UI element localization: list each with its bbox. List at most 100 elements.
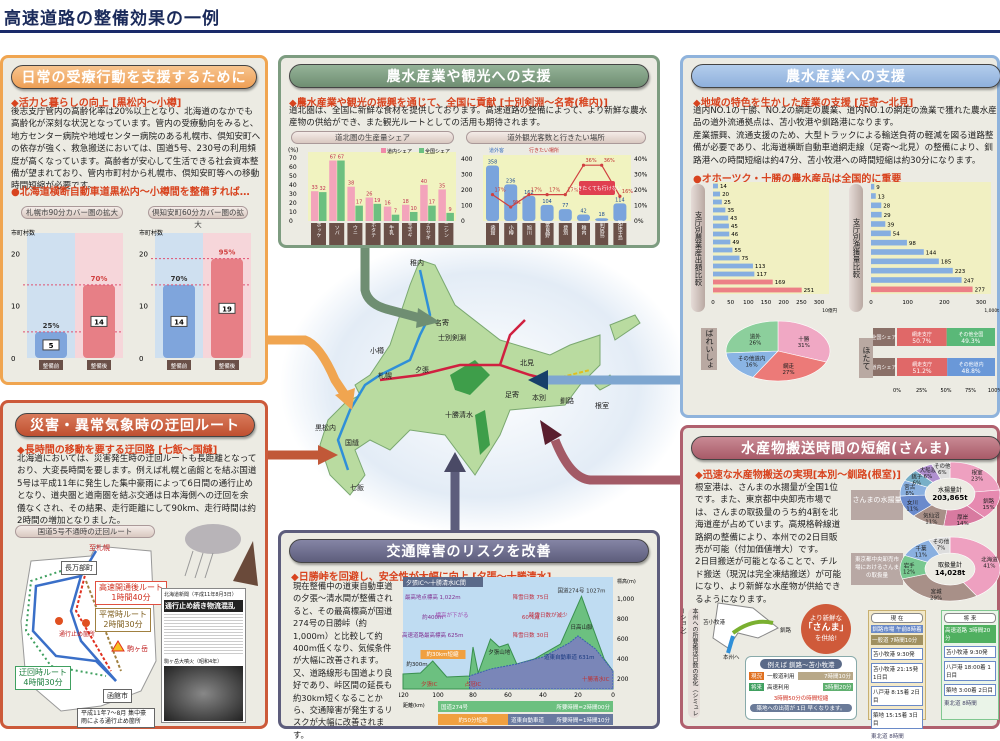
- slice-label: 宮古: [904, 483, 916, 491]
- legend-label: 道内シェア: [387, 148, 412, 155]
- slice-label: 気仙沼: [923, 511, 940, 519]
- x-tick: 整備後: [219, 362, 236, 370]
- panel-traffic: 交通障害のリスクを改善 ◆日勝峠を回避し、安全性が大幅に向上 [夕張～十勝清水]…: [278, 530, 660, 740]
- slice-label: 釧路: [983, 497, 995, 505]
- pie-slice: [928, 536, 951, 555]
- subheading: ◆迅速な水産物搬送の実現[本別～釧路(根室)]: [695, 470, 901, 481]
- timeline-step: 築地 3:00着 2日目: [944, 684, 996, 696]
- bar-value: 13: [878, 194, 885, 200]
- mountain-label: 日高山脈: [570, 623, 593, 631]
- panel-detour: 災害・異常気象時の迂回ルート ◆長時間の移動を要する迂回路 [七飯～国縫] 北海…: [0, 400, 268, 729]
- y-tick: 70: [289, 155, 297, 162]
- bar-value: 223: [955, 269, 966, 275]
- x-tick: 100%: [988, 388, 1000, 394]
- route-name: 国道274号: [441, 703, 468, 711]
- title-rule: [0, 30, 1000, 33]
- bar: [420, 184, 428, 221]
- category-chip: [577, 223, 590, 245]
- segment-value: 51.2%: [913, 368, 932, 375]
- bar-value: 277: [975, 288, 986, 294]
- map-label: 北見: [520, 359, 534, 367]
- map-label: 七飯: [350, 483, 364, 492]
- x-tick: 整備前: [171, 362, 188, 370]
- slice-value: 26%: [749, 341, 761, 347]
- timeline-step: 八戸港 18:00着 1日目: [944, 661, 996, 681]
- line-point: [563, 193, 567, 197]
- timeline-route: 一般道 7時間10分: [871, 635, 923, 645]
- segment-value: 49.3%: [961, 338, 980, 345]
- bubble-line: より新鮮な: [809, 614, 843, 622]
- legend-label: 行きたい場所: [529, 147, 559, 154]
- y-tick: 100: [461, 203, 473, 210]
- segment-label: 網走支庁: [912, 361, 932, 368]
- peak-label: 国道274号 1027m: [557, 586, 605, 594]
- category-chip: [39, 360, 63, 370]
- pie-slice: [752, 350, 827, 382]
- bar-value: 14: [720, 184, 727, 190]
- bar-value: 77: [562, 203, 568, 209]
- landing-donut: 根室23%釧路15%厚岸14%気仙沼11%女川11%宮古8%銚子6%大船渡6%そ…: [899, 461, 1000, 527]
- bar-value: 19: [374, 198, 380, 204]
- chart-title: 道外観光客数と行きたい場所: [466, 131, 646, 144]
- x-tick: 0: [869, 300, 873, 306]
- y2-tick: 10%: [634, 203, 648, 210]
- slice-value: 12%: [903, 569, 915, 575]
- slice-value: 8%: [905, 491, 914, 497]
- place-label: 至札幌: [89, 544, 110, 552]
- panel-header: 日常の受療行動を支援するために: [11, 65, 257, 89]
- slice-value: 7%: [937, 545, 946, 551]
- line-point: [600, 163, 604, 167]
- category-chip: [486, 223, 499, 245]
- bar-value: 17: [429, 200, 435, 206]
- x-tick: 50: [727, 300, 734, 306]
- bar: [558, 209, 572, 221]
- slice-value: 41%: [983, 564, 995, 570]
- plot-bg: [713, 182, 829, 294]
- slice-label: 女川: [907, 498, 918, 506]
- slice-label: その他: [933, 537, 950, 545]
- body-text: 現在整備中の道東自動車道の夕張～清水間が整備されると、その最高標高が国道274号…: [293, 581, 393, 740]
- route-fast: 高速開通後ルート 1時間40分: [95, 581, 167, 605]
- timeline-ferry: 東北道 8時間: [944, 701, 977, 707]
- bar: [871, 211, 882, 218]
- line-value: 17%: [495, 188, 506, 194]
- tourism-chart: 道外客 行きたい場所 0 100 200 300 400 0% 10% 20% 30% 40% 358 函…: [461, 147, 648, 245]
- percent-label: 70%: [171, 275, 188, 283]
- route: 高速利用: [767, 685, 790, 691]
- bar-value: 117: [756, 272, 767, 278]
- bar-value: 358: [488, 160, 498, 166]
- saving-label: 約50分短縮: [459, 716, 488, 724]
- category-chip: [329, 223, 345, 245]
- route-time: 1時間40分: [111, 593, 151, 602]
- y-tick: 1,000: [617, 596, 634, 603]
- route-time-bar: [438, 701, 613, 712]
- panel-header: 交通障害のリスクを改善: [289, 539, 649, 563]
- chart-label: 支庁別農業産出額比較: [691, 184, 705, 312]
- bar-value: 162: [524, 190, 534, 196]
- category-chip: [311, 223, 326, 245]
- bar-value: 236: [506, 178, 516, 184]
- bar-value: 28: [883, 204, 890, 210]
- body-text: 道内NO.1の十勝、NO.2の網走の農業、道内NO.1の網走の漁業で獲れた農水産…: [693, 106, 997, 166]
- ic-label: 十勝清水IC: [582, 675, 610, 683]
- segment-label: 網走支庁: [912, 331, 932, 338]
- row-label: 全国シェア: [873, 334, 897, 341]
- y-tick: 20: [289, 200, 297, 207]
- place-label: 駒ヶ岳: [127, 645, 148, 653]
- x-tick: 75%: [965, 388, 976, 394]
- bar-value: 45: [731, 224, 738, 230]
- category-chip: [215, 360, 239, 370]
- unit-label: (%): [288, 147, 298, 154]
- bar: [446, 212, 454, 221]
- bar: [337, 160, 345, 221]
- mountain-label: 夕張山地: [488, 648, 511, 656]
- bar: [871, 221, 886, 227]
- total-label: 水揚量計: [938, 486, 962, 494]
- bar: [713, 199, 722, 205]
- panel-medical: 日常の受療行動を支援するために ◆活力と暮らしの向上 [黒松内～小樽] 後志支庁…: [0, 55, 268, 385]
- line-point: [490, 193, 495, 197]
- y-tick: 0: [461, 218, 465, 225]
- percent-label: 25%: [43, 322, 60, 330]
